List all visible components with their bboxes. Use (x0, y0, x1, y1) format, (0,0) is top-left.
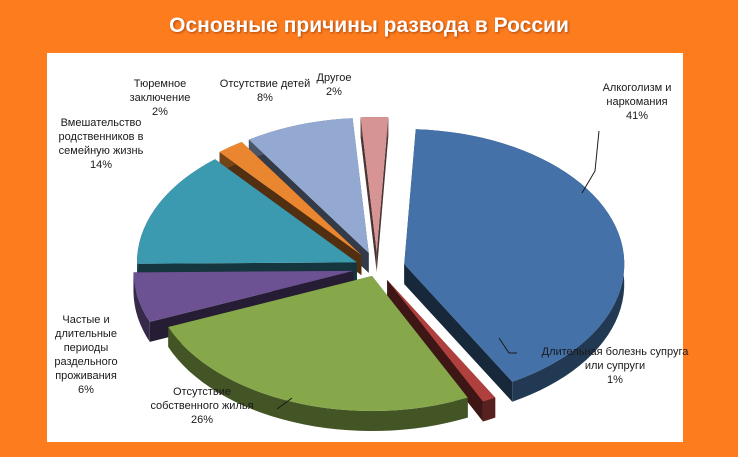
slice-label-value: 8% (257, 92, 273, 104)
leader-line-1 (581, 130, 600, 194)
slice-label-value: 6% (78, 384, 94, 396)
slice-label-4: Частые и длительные периоды раздельного … (47, 313, 125, 397)
pie-slice-top (387, 279, 496, 402)
slice-label-value: 2% (326, 86, 342, 98)
slice-label-value: 41% (625, 110, 649, 122)
pie-slice-8 (360, 117, 389, 273)
slice-label-5: Вмешательство родственников в семейную ж… (53, 116, 149, 172)
slice-label-name: Другое (316, 72, 352, 84)
slice-label-7: Отсутствие детей 8% (207, 77, 323, 105)
pie-slice-side (387, 279, 483, 422)
pie-slice-rim (482, 397, 496, 422)
pie-slice-top (404, 129, 625, 382)
pie-slice-side (404, 264, 513, 402)
pie-slice-top (133, 270, 354, 322)
slice-label-name: Алкоголизм и наркомания (602, 82, 672, 108)
slice-label-name: Отсутствие детей (219, 78, 311, 90)
pie-slice-side (360, 117, 377, 273)
plot-area: Алкоголизм и наркомания 41% Длительная бол… (47, 53, 688, 442)
slice-label-value: 14% (89, 159, 113, 171)
slice-label-name: Вмешательство родственников в семейную ж… (58, 117, 144, 157)
pie-slice-top (248, 118, 369, 253)
slice-label-name: Отсутствие собственного жилья (150, 386, 254, 412)
pie-slice-rim (133, 272, 150, 342)
pie-slice-2 (387, 279, 496, 422)
slice-label-value: 1% (607, 374, 623, 386)
slice-label-name: Длительная болезнь супруга или супруги (541, 346, 689, 372)
slice-label-name: Тюремное заключение (129, 78, 191, 104)
slice-label-2: Длительная болезнь супруга или супруги 1% (535, 345, 695, 387)
slice-label-value: 2% (152, 106, 168, 118)
pie-chart (133, 117, 625, 432)
slice-label-6: Тюремное заключение 2% (121, 77, 199, 119)
pie-slice-top (137, 159, 357, 264)
slice-label-value: 26% (190, 414, 214, 426)
pie-slice-top (360, 117, 389, 253)
pie-slice-3 (168, 276, 468, 432)
pie-slice-top (168, 276, 468, 412)
pie-slice-rim (168, 327, 468, 432)
slice-label-1: Алкоголизм и наркомания 41% (577, 81, 697, 123)
pie-slice-top (219, 141, 362, 256)
pie-slice-side (376, 117, 389, 273)
slice-label-name: Частые и длительные периоды раздельного … (54, 314, 118, 382)
leader-line-3 (276, 397, 293, 410)
chart-title: Основные причины развода в России (169, 14, 569, 37)
leader-line-2 (498, 337, 517, 354)
slice-label-3: Отсутствие собственного жилья 26% (142, 385, 262, 427)
slice-label-8: Другое 2% (311, 71, 357, 99)
pie-slice-1 (404, 129, 625, 402)
